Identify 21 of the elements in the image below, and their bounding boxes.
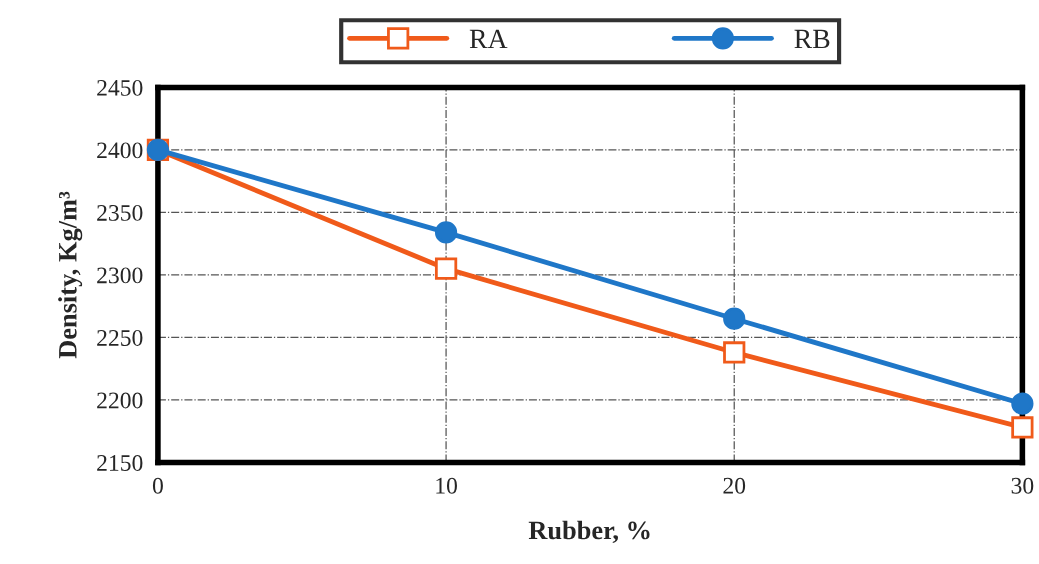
point [1011,392,1034,415]
y-tick-label: 2150 [97,454,143,471]
legend-label: RB [794,29,830,49]
point [723,307,746,330]
point [1011,416,1034,439]
y-tick-label: 2350 [97,204,143,221]
x-axis-title: Rubber, % [528,520,650,544]
x-tick-label: 30 [1011,477,1034,494]
y-tick-label: 2300 [97,267,143,284]
y-tick-label: 2400 [97,142,143,159]
y-axis-title: Density, Kg/m³ [58,191,83,359]
point [434,221,458,244]
x-tick-label: 10 [436,477,457,494]
y-tick-label: 2250 [97,329,143,346]
point [434,257,458,280]
point [723,341,746,364]
y-tick-label: 2200 [97,392,143,409]
x-tick-label: 20 [723,477,746,494]
legend-label: RA [469,29,508,49]
x-tick-label: 0 [152,477,163,494]
y-tick-label: 2450 [97,79,143,96]
